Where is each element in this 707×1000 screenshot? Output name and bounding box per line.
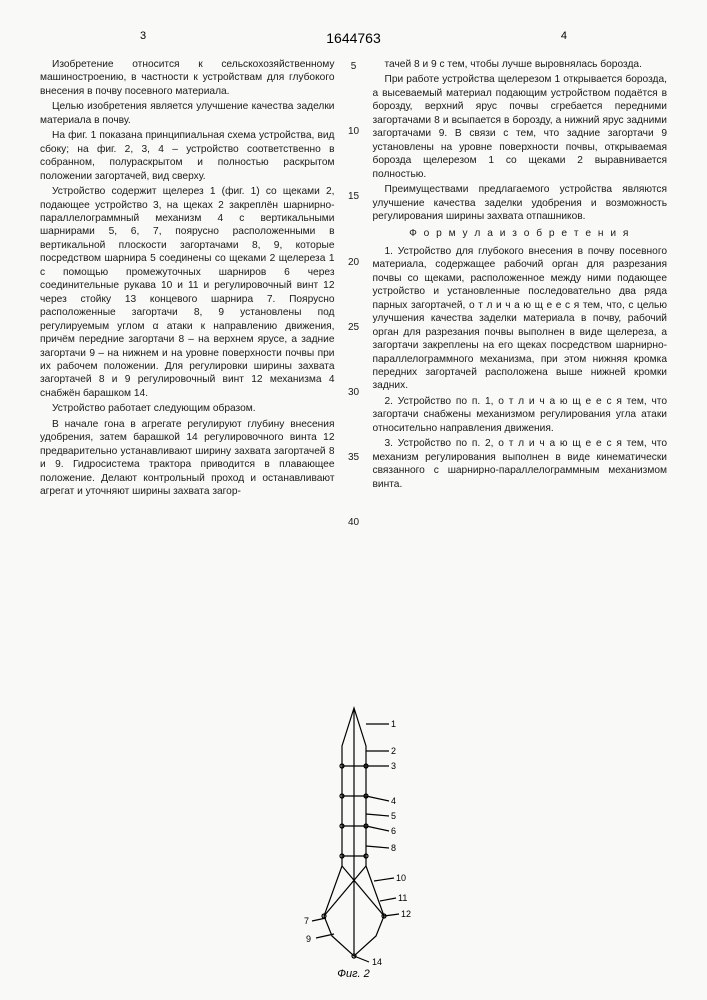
line-mark: 30 <box>348 386 359 399</box>
line-mark: 5 <box>351 60 357 73</box>
para: Изобретение относится к сельскохозяйстве… <box>40 58 335 98</box>
para: В начале гона в агрегате регулируют глуб… <box>40 418 335 499</box>
para: Устройство содержит щелерез 1 (фиг. 1) с… <box>40 185 335 400</box>
fig-label: 12 <box>401 909 411 919</box>
fig-label: 8 <box>391 843 396 853</box>
text-columns: Изобретение относится к сельскохозяйстве… <box>40 58 667 582</box>
line-mark: 10 <box>348 125 359 138</box>
page-number-right: 4 <box>561 30 567 42</box>
fig-label: 6 <box>391 826 396 836</box>
fig-label: 1 <box>391 719 396 729</box>
para: тачей 8 и 9 с тем, чтобы лучше выровняла… <box>373 58 668 71</box>
fig-label: 14 <box>372 957 382 966</box>
fig-label: 4 <box>391 796 396 806</box>
para: На фиг. 1 показана принципиальная схема … <box>40 129 335 183</box>
page-number-left: 3 <box>140 30 146 42</box>
fig-label: 2 <box>391 746 396 756</box>
patent-page: 3 4 1644763 Изобретение относится к сель… <box>0 0 707 1000</box>
document-number: 1644763 <box>326 30 381 46</box>
left-column: Изобретение относится к сельскохозяйстве… <box>40 58 335 582</box>
para: Целью изобретения является улучшение кач… <box>40 100 335 127</box>
fig-label: 3 <box>391 761 396 771</box>
line-mark: 20 <box>348 256 359 269</box>
line-mark: 35 <box>348 451 359 464</box>
para: Устройство работает следующим образом. <box>40 402 335 415</box>
figure-svg: 1 2 3 4 5 6 8 10 11 12 7 9 14 <box>294 706 414 966</box>
line-mark: 15 <box>348 190 359 203</box>
para: Преимуществами предлагаемого устройства … <box>373 183 668 223</box>
claim: 1. Устройство для глубокого внесения в п… <box>373 245 668 393</box>
para: При работе устройства щелерезом 1 открыв… <box>373 73 668 181</box>
formula-heading: Ф о р м у л а и з о б р е т е н и я <box>373 227 668 240</box>
figure-caption: Фиг. 2 <box>274 968 434 980</box>
fig-label: 5 <box>391 811 396 821</box>
claim: 3. Устройство по п. 2, о т л и ч а ю щ е… <box>373 437 668 491</box>
fig-label: 9 <box>306 934 311 944</box>
line-mark: 25 <box>348 321 359 334</box>
fig-label: 10 <box>396 873 406 883</box>
line-mark: 40 <box>348 516 359 529</box>
fig-label: 11 <box>398 893 407 903</box>
claim: 2. Устройство по п. 1, о т л и ч а ю щ е… <box>373 395 668 435</box>
fig-label: 7 <box>304 916 309 926</box>
right-column: тачей 8 и 9 с тем, чтобы лучше выровняла… <box>373 58 668 582</box>
line-number-gutter: 5 10 15 20 25 30 35 40 <box>347 58 361 582</box>
figure-2: 1 2 3 4 5 6 8 10 11 12 7 9 14 Фиг. 2 <box>274 706 434 980</box>
